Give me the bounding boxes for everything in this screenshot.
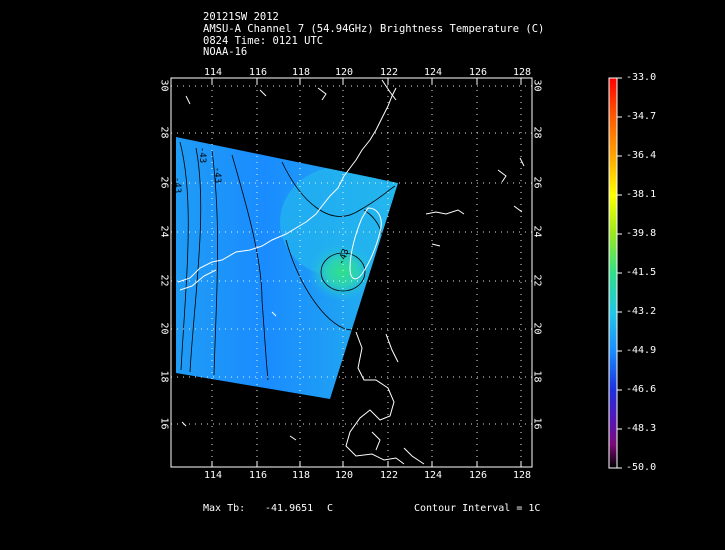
map-frame [170, 77, 533, 468]
lat-label-left: 26 [158, 176, 170, 189]
lat-label-right: 18 [531, 370, 543, 383]
lat-label-right: 30 [531, 79, 543, 92]
lat-label-left: 28 [158, 126, 170, 139]
frame-ticks [211, 78, 522, 467]
colorbar-label: -36.4 [626, 150, 657, 161]
lon-label-top: 120 [335, 67, 354, 78]
header-line-3: 0824 Time: 0121 UTC [203, 35, 324, 47]
colorbar-label: -46.6 [626, 384, 657, 395]
lat-label-left: 22 [158, 274, 170, 287]
header-line-4: NOAA-16 [203, 46, 248, 58]
grid-lines [171, 78, 532, 467]
lat-label-right: 16 [531, 417, 543, 430]
colorbar-label: -48.3 [626, 423, 657, 434]
contour-label: -43 [197, 146, 208, 164]
lon-label-bottom: 122 [380, 470, 399, 481]
lon-label-top: 118 [292, 67, 311, 78]
swath [176, 137, 398, 399]
lon-label-bottom: 120 [335, 470, 354, 481]
lat-label-right: 22 [531, 274, 543, 287]
contour-interval: Contour Interval = 1C [414, 503, 541, 514]
lon-label-bottom: 124 [424, 470, 443, 481]
colorbar-label: -34.7 [626, 111, 657, 122]
lat-label-right: 24 [531, 225, 543, 238]
lat-label-left: 16 [158, 417, 170, 430]
header-line-2: AMSU-A Channel 7 (54.94GHz) Brightness T… [203, 23, 545, 35]
lon-label-top: 126 [469, 67, 488, 78]
colorbar [608, 77, 622, 469]
colorbar-label: -41.5 [626, 267, 657, 278]
lat-label-left: 18 [158, 370, 170, 383]
colorbar-label: -50.0 [626, 462, 657, 473]
header-line-1: 20121SW 2012 [203, 11, 279, 23]
lat-label-left: 30 [158, 79, 170, 92]
contour-label: -43 [172, 176, 183, 194]
lat-label-left: 20 [158, 322, 170, 335]
colorbar-label: -38.1 [626, 189, 657, 200]
lon-label-bottom: 114 [204, 470, 223, 481]
colorbar-label: -44.9 [626, 345, 657, 356]
coastlines [177, 79, 525, 465]
colorbar-label: -39.8 [626, 228, 657, 239]
max-tb-label: Max Tb: [203, 503, 246, 514]
lat-label-right: 28 [531, 126, 543, 139]
lat-label-right: 26 [531, 176, 543, 189]
lat-label-left: 24 [158, 225, 170, 238]
lat-label-right: 20 [531, 322, 543, 335]
lon-label-bottom: 118 [292, 470, 311, 481]
max-tb-value: -41.9651 [265, 503, 314, 514]
colorbar-label: -33.0 [626, 72, 657, 83]
lon-label-top: 122 [380, 67, 399, 78]
lon-label-top: 116 [249, 67, 268, 78]
lon-label-bottom: 128 [513, 470, 532, 481]
lon-label-bottom: 116 [249, 470, 268, 481]
lon-label-bottom: 126 [469, 470, 488, 481]
lon-label-top: 114 [204, 67, 223, 78]
colorbar-label: -43.2 [626, 306, 657, 317]
lon-label-top: 128 [513, 67, 532, 78]
max-tb-unit: C [327, 503, 334, 514]
contour-label: -43 [212, 166, 223, 184]
lon-label-top: 124 [424, 67, 443, 78]
